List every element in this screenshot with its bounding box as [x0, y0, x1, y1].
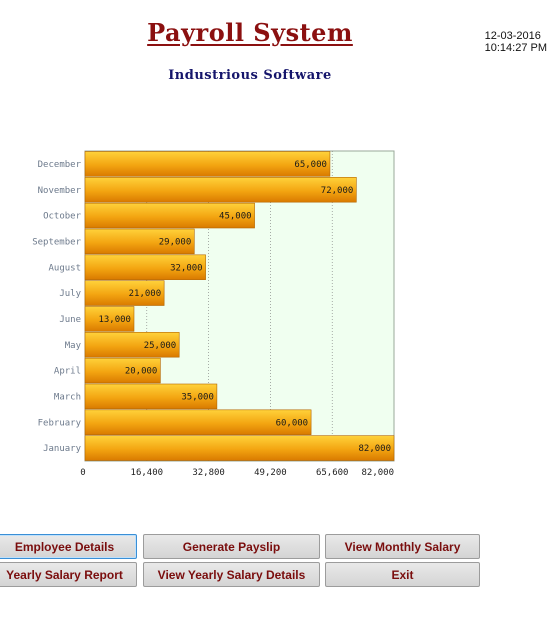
category-label-september: September	[32, 237, 81, 247]
bar-september	[84, 228, 195, 255]
bar-february	[84, 409, 312, 435]
bar-october	[84, 202, 255, 229]
category-label-july: July	[59, 289, 81, 299]
bar-april	[84, 357, 161, 384]
category-label-january: January	[43, 444, 82, 454]
generate-payslip-button[interactable]: Generate Payslip	[143, 534, 320, 559]
data-label-june: 13,000	[98, 315, 131, 325]
view-monthly-salary-button[interactable]: View Monthly Salary	[325, 534, 480, 559]
view-yearly-salary-details-button[interactable]: View Yearly Salary Details	[143, 562, 320, 587]
data-label-november: 72,000	[321, 186, 354, 196]
current-time: 10:14:27 PM	[484, 42, 547, 54]
data-label-april: 20,000	[125, 367, 158, 377]
company-subtitle: Industrious Software	[168, 68, 332, 83]
data-label-july: 21,000	[129, 289, 162, 299]
category-label-june: June	[59, 315, 81, 325]
bar-december	[84, 151, 331, 177]
data-label-may: 25,000	[144, 341, 177, 351]
app-title: Payroll System	[147, 18, 353, 47]
x-tick-label: 0	[80, 468, 85, 478]
data-label-september: 29,000	[159, 237, 192, 247]
bar-january	[84, 435, 395, 461]
exit-button[interactable]: Exit	[325, 562, 480, 587]
current-date: 12-03-2016	[484, 30, 541, 42]
category-label-march: March	[54, 392, 81, 402]
bar-may	[84, 332, 180, 358]
data-label-october: 45,000	[219, 212, 252, 222]
bar-july	[84, 280, 165, 306]
employee-details-button[interactable]: Employee Details	[0, 534, 137, 559]
data-label-august: 32,000	[170, 263, 203, 273]
category-label-october: October	[43, 212, 82, 222]
x-tick-label: 16,400	[131, 468, 164, 478]
category-label-february: February	[38, 418, 82, 428]
monthly-salary-chart: 82,000 January 60,000 February 35,000 March 20…	[32, 150, 395, 478]
category-label-december: December	[38, 160, 82, 170]
data-label-march: 35,000	[181, 392, 214, 402]
datetime-display: 12-03-2016 10:14:27 PM	[485, 30, 547, 54]
bar-june	[84, 306, 135, 332]
plot-area	[84, 150, 395, 462]
data-label-february: 60,000	[276, 418, 309, 428]
bar-november	[84, 177, 357, 203]
x-tick-label: 32,800	[192, 468, 225, 478]
yearly-salary-report-button[interactable]: Yearly Salary Report	[0, 562, 137, 587]
category-label-november: November	[38, 186, 82, 196]
category-label-may: May	[65, 341, 82, 351]
bar-august	[84, 254, 206, 280]
category-label-august: August	[48, 263, 81, 273]
data-label-december: 65,000	[294, 160, 327, 170]
data-label-january: 82,000	[358, 444, 391, 454]
bar-march	[84, 383, 218, 410]
x-tick-label: 82,000	[361, 468, 394, 478]
category-label-april: April	[54, 367, 81, 377]
x-tick-label: 65,600	[316, 468, 349, 478]
x-tick-label: 49,200	[254, 468, 287, 478]
